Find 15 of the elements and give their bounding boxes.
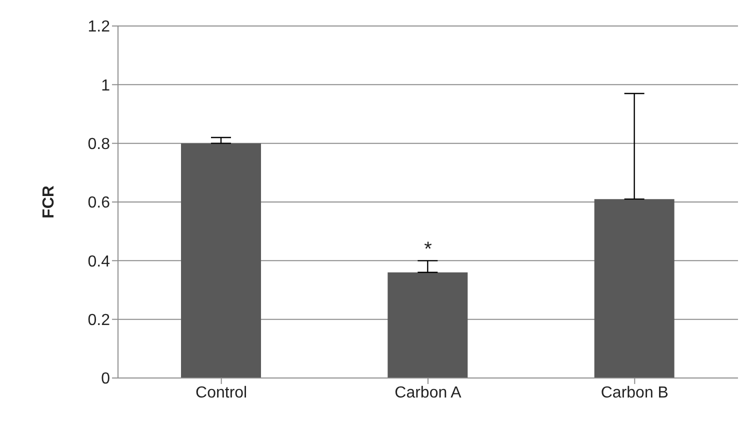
bar <box>388 272 468 378</box>
y-tick-label: 1.2 <box>88 18 110 36</box>
y-tick-label: 0 <box>101 370 110 388</box>
y-tick-label: 1 <box>101 77 110 94</box>
y-tick-label: 0.2 <box>88 312 110 330</box>
x-tick-label: Carbon B <box>600 384 668 402</box>
y-tick-label: 0.6 <box>88 194 110 212</box>
bar <box>181 143 261 378</box>
y-axis-title: FCR <box>40 185 58 218</box>
bar <box>594 199 674 378</box>
annotation: * <box>424 238 432 261</box>
x-tick-label: Control <box>196 384 248 402</box>
y-tick-label: 0.4 <box>88 253 110 270</box>
y-tick-label: 0.8 <box>88 136 110 154</box>
x-tick-label: Carbon A <box>394 384 462 402</box>
